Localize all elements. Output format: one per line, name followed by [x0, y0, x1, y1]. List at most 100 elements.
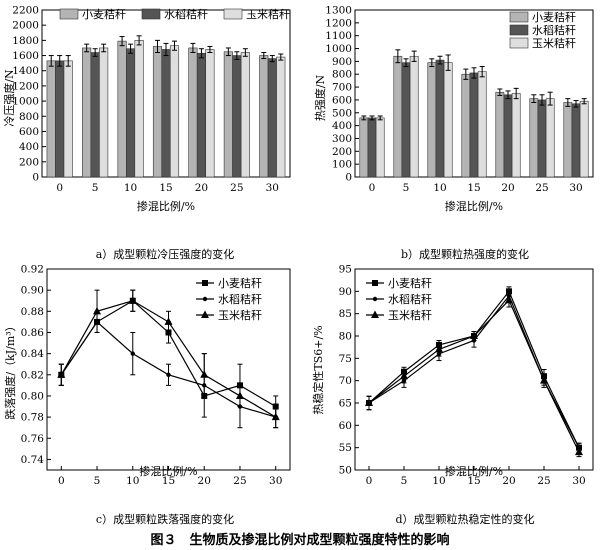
y-tick-label: 1600: [12, 50, 39, 62]
x-tick-label: 10: [432, 475, 445, 487]
y-tick-label: 1300: [325, 5, 352, 17]
legend-marker: [372, 280, 378, 286]
bar: [367, 117, 377, 178]
legend-swatch: [141, 8, 161, 20]
y-tick-label: 2000: [12, 20, 39, 32]
bar: [259, 55, 269, 178]
y-tick-label: 0.74: [21, 454, 45, 466]
y-tick-label: 0.88: [21, 306, 44, 318]
bar: [152, 46, 163, 178]
data-point: [128, 296, 137, 304]
bar: [99, 47, 109, 178]
data-point: [164, 317, 173, 325]
panel-a-caption: a）成型颗粒冷压强度的变化: [96, 247, 235, 261]
y-axis-label: 跌落强度/（kJ/m³）: [3, 320, 17, 419]
data-point: [235, 391, 244, 399]
y-tick-label: 1400: [12, 65, 39, 77]
y-tick-label: 75: [339, 353, 352, 365]
y-tick-label: 1200: [325, 17, 352, 29]
x-tick-label: 25: [535, 182, 548, 194]
y-tick-label: 0: [345, 172, 352, 184]
bar: [46, 60, 56, 178]
x-tick-label: 15: [467, 182, 480, 194]
data-point: [200, 370, 209, 378]
y-tick-label: 600: [332, 94, 352, 106]
x-tick-label: 30: [572, 475, 585, 487]
legend-label: 玉米秸秆: [388, 309, 432, 322]
bar: [375, 117, 385, 178]
legend-label: 玉米秸秆: [532, 37, 576, 50]
panel-a-cold-strength-chart: 0200400600800100012001400160018002000220…: [2, 5, 291, 213]
bar: [563, 102, 573, 178]
legend-label: 玉米秸秆: [218, 309, 262, 322]
legend-marker: [202, 280, 208, 286]
x-tick-label: 20: [195, 182, 208, 194]
legend-swatch: [509, 11, 529, 23]
data-point: [271, 412, 280, 421]
legend-label: 小麦秸秆: [82, 8, 126, 21]
y-tick-label: 0.92: [21, 264, 44, 276]
legend-swatch: [223, 8, 243, 20]
y-tick-label: 800: [19, 111, 39, 123]
y-tick-label: 700: [332, 82, 352, 94]
data-point: [575, 447, 583, 456]
x-tick-label: 15: [467, 475, 480, 487]
bar: [443, 62, 453, 178]
bar: [579, 100, 589, 178]
y-tick-label: 1100: [325, 30, 352, 42]
panel-b-caption: b）成型颗粒热强度的变化: [401, 247, 529, 261]
y-tick-label: 100: [332, 159, 352, 171]
data-point: [435, 344, 443, 353]
bar: [477, 71, 487, 178]
figure-caption: 图３ 生物质及掺混比例对成型颗粒强度特性的影响: [150, 532, 449, 548]
y-tick-label: 300: [332, 133, 352, 145]
data-point: [470, 331, 478, 339]
y-tick-label: 0.76: [21, 433, 45, 445]
bar: [409, 55, 419, 178]
x-tick-label: 25: [230, 182, 243, 194]
x-tick-label: 20: [502, 475, 515, 487]
y-tick-label: 55: [339, 442, 352, 454]
bar: [90, 52, 100, 178]
bar: [276, 56, 286, 178]
x-tick-label: 0: [58, 475, 65, 487]
bar: [461, 73, 471, 178]
legend-marker: [371, 310, 379, 318]
y-axis-label: 冷压强度/N: [2, 69, 16, 127]
x-tick-label: 0: [369, 182, 376, 194]
x-tick-label: 10: [433, 182, 446, 194]
x-tick-label: 10: [124, 182, 137, 194]
bar: [267, 58, 277, 178]
y-tick-label: 65: [339, 398, 352, 410]
x-tick-label: 20: [198, 475, 211, 487]
y-tick-label: 0: [32, 172, 39, 184]
legend-marker: [202, 296, 208, 302]
bar: [393, 55, 403, 178]
bar: [82, 47, 92, 178]
y-tick-label: 60: [339, 420, 352, 432]
bar: [503, 94, 513, 178]
y-tick-label: 0.90: [21, 285, 44, 297]
y-tick-label: 1000: [12, 96, 39, 108]
bar: [529, 98, 539, 178]
data-point: [130, 351, 135, 356]
y-tick-label: 0.78: [21, 412, 44, 424]
panel-c-caption: c）成型颗粒跌落强度的变化: [96, 512, 234, 526]
legend-swatch: [509, 37, 529, 49]
data-point: [505, 295, 513, 304]
bar: [63, 60, 73, 178]
legend-swatch: [59, 8, 79, 20]
x-tick-label: 30: [266, 182, 279, 194]
bar: [359, 117, 369, 178]
y-tick-label: 900: [332, 56, 352, 68]
bar: [401, 62, 411, 178]
y-tick-label: 0.82: [21, 369, 44, 381]
y-tick-label: 1000: [325, 43, 352, 55]
bar: [196, 52, 206, 178]
legend-label: 玉米秸秆: [246, 8, 290, 21]
bar: [223, 51, 233, 178]
bar: [169, 45, 180, 178]
data-point: [57, 370, 66, 378]
bar: [161, 49, 171, 178]
